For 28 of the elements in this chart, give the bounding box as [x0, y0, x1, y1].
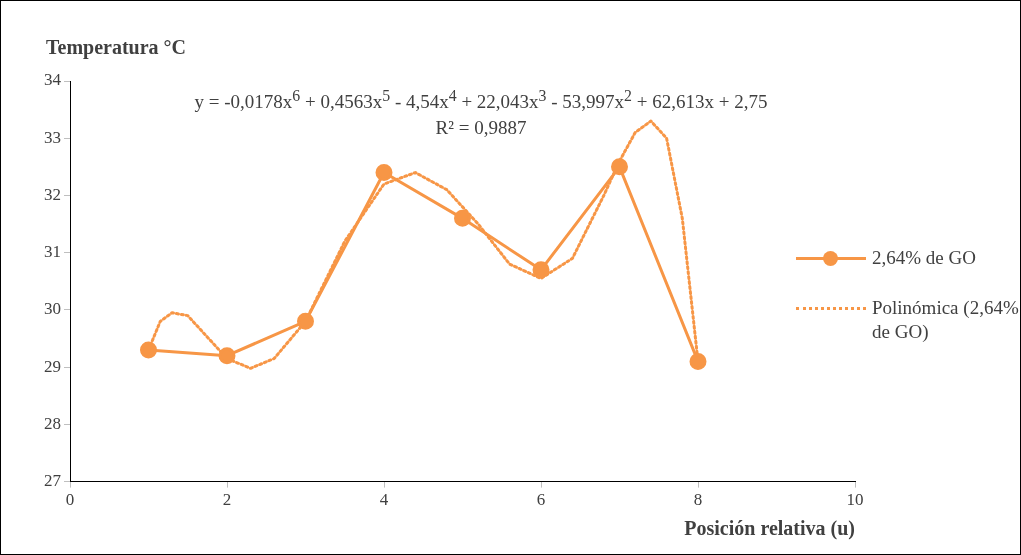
x-tick-label: 4 — [379, 490, 389, 510]
y-tick-label: 27 — [44, 471, 62, 491]
y-tick-label: 31 — [44, 242, 61, 262]
x-tick-label: 6 — [536, 490, 546, 510]
x-tick-label: 0 — [65, 490, 75, 510]
x-tick-label: 2 — [222, 490, 232, 510]
text: y = -0,0178x$^{6}$ + 0,4563x$^{5}$ - 4,54x$^{4}$ + 22,043x$^{3}$ - 53,997x$^{2}$ + 62,613x + 2,75 — [194, 87, 768, 113]
point — [532, 261, 550, 279]
point — [140, 341, 157, 359]
x-axis-title: Posición relativa (u) — [684, 517, 855, 541]
y-axis-title: Temperatura °C — [46, 35, 188, 60]
point — [218, 347, 236, 365]
legend-label: 2,64% de GO — [872, 246, 977, 270]
y-tick-label: 29 — [44, 356, 61, 376]
y-tick-label: 34 — [44, 70, 62, 90]
y-tick-label: 28 — [44, 413, 61, 433]
point — [375, 164, 393, 182]
y-tick-label: 30 — [44, 299, 61, 319]
point — [689, 352, 707, 370]
x-tick-label: 10 — [846, 490, 864, 510]
point — [611, 158, 628, 176]
y-tick-label: 33 — [44, 127, 61, 147]
point — [454, 209, 471, 227]
legend-label: Polinómica (2,64% de GO) — [872, 296, 1020, 344]
x-tick-label: 8 — [693, 490, 703, 510]
y-tick-label: 32 — [44, 184, 61, 204]
point — [297, 312, 314, 330]
annotation: R² = 0,9887 — [434, 116, 528, 141]
